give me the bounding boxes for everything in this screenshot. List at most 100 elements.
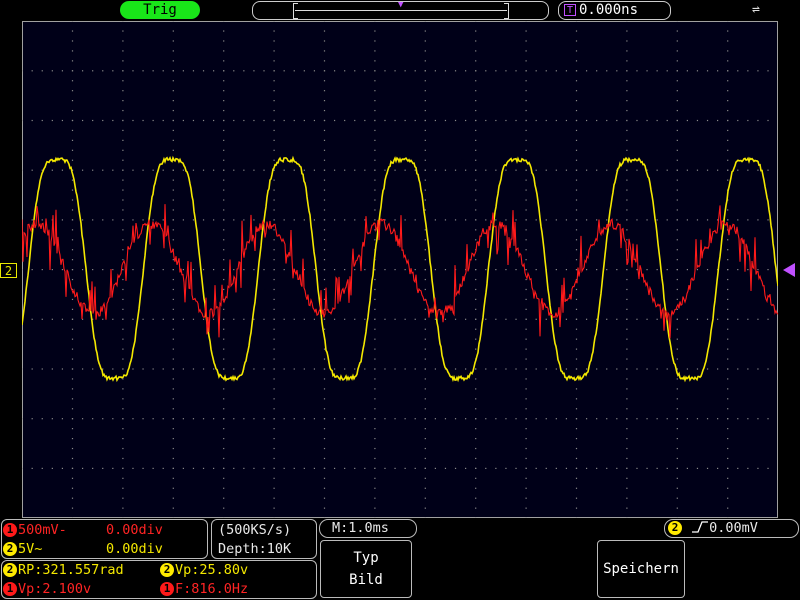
grid-dot [525,21,527,22]
grid-dot [71,249,74,251]
grid-dot [696,169,699,171]
horizontal-position-box[interactable]: T 0.000ns [558,1,671,20]
grid-dot [666,219,668,221]
grid-dot [404,169,406,171]
grid-dot [525,109,527,112]
grid-dot [424,497,426,499]
grid-dot [454,70,457,72]
grid-dot [253,418,255,420]
grid-dot [273,288,275,291]
grid-dot [71,159,74,161]
type-softkey[interactable]: Typ Bild [320,540,412,598]
timebase-box[interactable] [319,519,417,538]
grid-dot [606,368,608,370]
grid-dot [575,428,578,430]
grid-dot [374,269,376,271]
grid-dot [162,70,164,72]
grid-dot [737,70,739,72]
grid-dot [152,368,154,370]
grid-dot [92,318,94,320]
grid-dot [92,219,94,221]
grid-dot [273,318,275,320]
grid-dot [323,249,326,251]
grid-dot [676,159,678,161]
grid-dot [51,368,53,370]
trigger-info-box[interactable] [664,519,799,538]
trigger-level-marker-icon[interactable] [783,263,795,277]
grid-dot [737,467,739,469]
grid-dot [323,418,326,420]
grid-dot [303,269,305,271]
grid-dot [475,80,477,82]
grid-dot [273,487,275,489]
grid-dot [485,219,487,221]
grid-dot [102,467,104,469]
grid-dot [182,219,184,221]
grid-dot [727,378,729,380]
ch2-scale-row[interactable]: 2 5V~ [3,540,42,559]
channel-info-panel [1,519,208,559]
grid-dot [122,418,124,420]
grid-dot [223,70,225,72]
grid-dot [727,348,729,350]
grid-dot [333,318,336,320]
ch2-ground-marker[interactable]: 2 [0,263,17,278]
grid-dot [132,169,134,171]
ch1-scale-row[interactable]: 1 500mV- [3,521,67,540]
memory-window-left-bracket [293,3,298,19]
grid-dot [747,219,749,221]
grid-dot [676,457,678,460]
grid-dot [122,189,124,191]
grid-dot [475,60,477,62]
grid-dot [727,100,729,102]
grid-dot [414,70,416,72]
grid-dot [81,418,84,420]
grid-dot [616,269,618,271]
grid-dot [192,269,195,271]
grid-dot [223,348,225,350]
grid-dot [162,119,164,122]
grid-dot [596,418,598,420]
grid-dot [475,229,477,231]
grid-dot [616,119,618,122]
grid-dot [253,318,255,320]
grid-dot [646,467,648,469]
grid-dot [727,259,729,261]
grid-dot [485,318,487,320]
grid-dot [424,159,426,161]
trigger-level-value: 0.00mV [709,520,758,536]
memory-position-bar[interactable] [252,1,549,20]
grid-dot [172,278,174,281]
grid-dot [172,70,174,72]
grid-dot [22,467,23,469]
grid-dot [31,169,33,171]
grid-dot [424,50,426,52]
grid-dot [656,169,658,171]
grid-dot [424,100,426,102]
grid-dot [273,189,275,191]
grid-dot [253,368,255,370]
save-softkey[interactable]: Speichern [597,540,685,598]
grid-dot [485,70,487,72]
grid-dot [243,219,245,221]
grid-dot [525,249,527,251]
grid-dot [475,40,477,42]
grid-dot [122,278,124,281]
grid-dot [354,119,356,122]
grid-dot [626,318,628,320]
grid-dot [424,269,426,271]
grid-dot [616,70,618,72]
grid-dot [676,209,678,211]
grid-dot [525,259,527,261]
grid-dot [273,249,275,251]
grid-dot [273,60,275,62]
grid-dot [535,467,537,469]
grid-dot [293,467,295,469]
grid-dot [102,368,104,370]
grid-dot [626,358,628,360]
grid-dot [666,70,668,72]
grid-dot [424,517,426,518]
grid-dot [626,219,628,221]
grid-dot [92,418,94,420]
grid-dot [81,368,84,370]
